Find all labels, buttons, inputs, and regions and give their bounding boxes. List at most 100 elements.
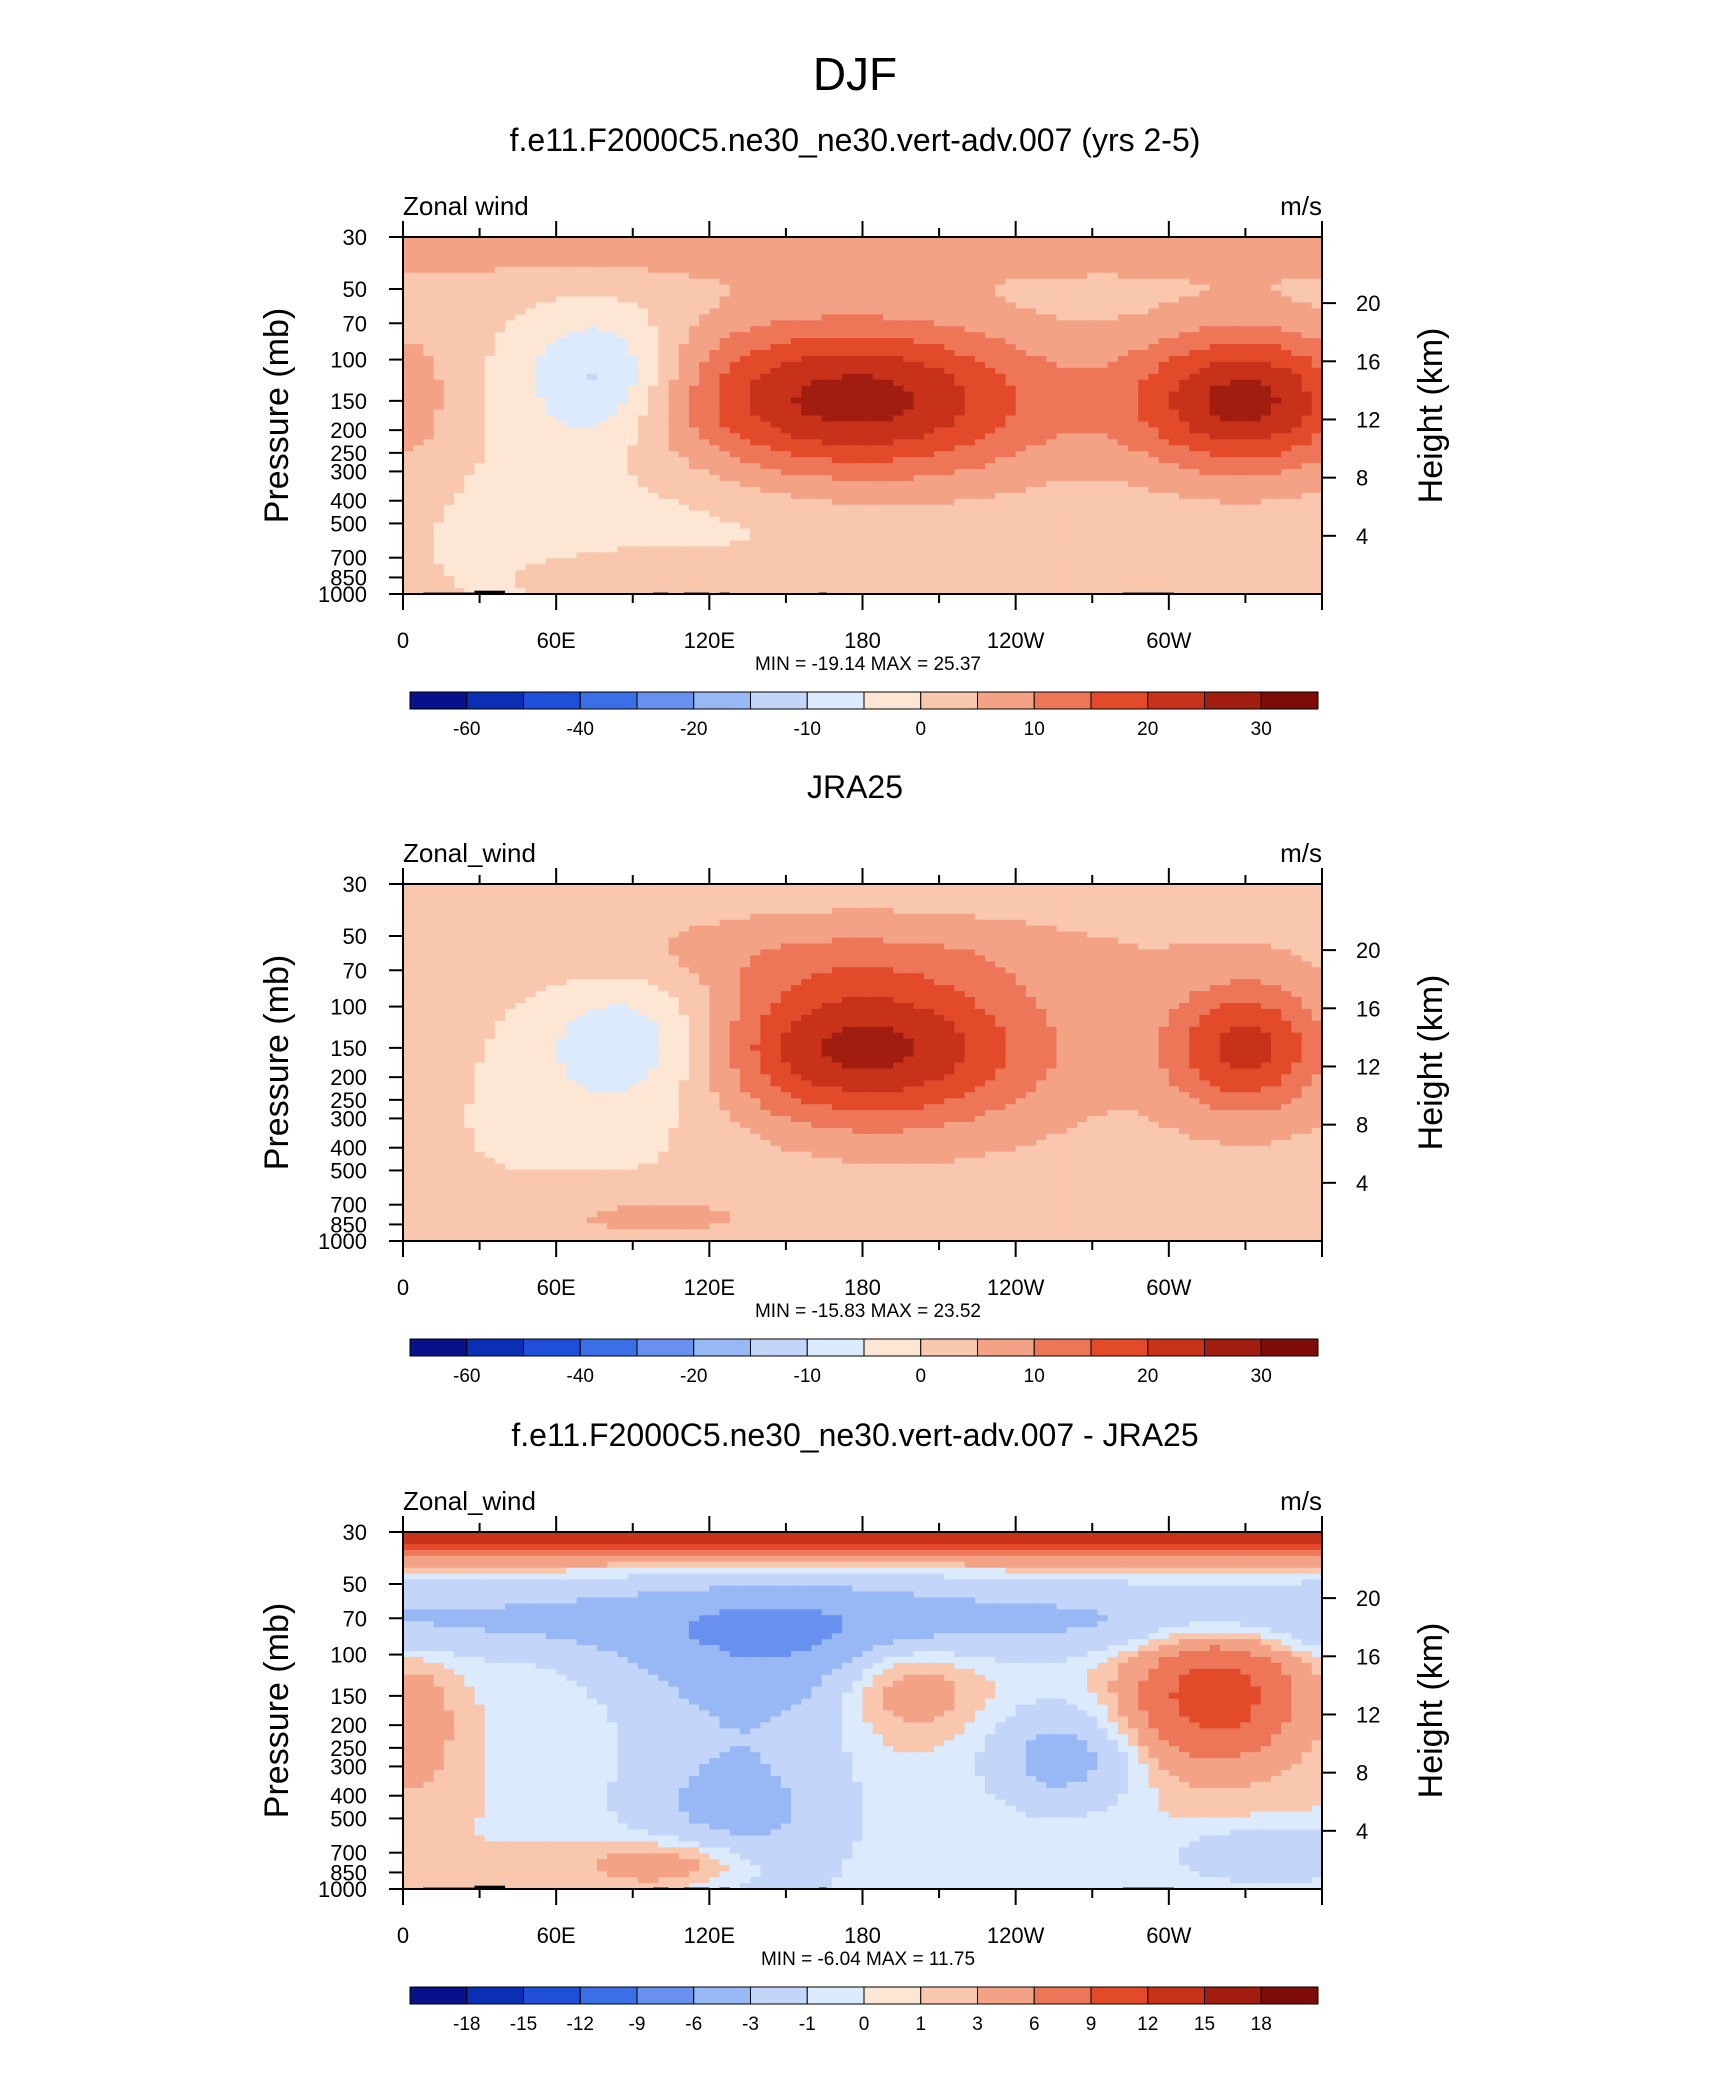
contour-cell: [1291, 475, 1303, 482]
contour-cell: [1199, 344, 1211, 351]
contour-cell: [780, 302, 792, 309]
contour-cell: [688, 344, 700, 351]
contour-cell: [433, 534, 445, 542]
contour-cell: [780, 278, 792, 286]
contour-cell: [1281, 373, 1292, 381]
contour-cell: [566, 546, 578, 553]
contour-cell: [821, 266, 833, 274]
contour-cell: [801, 344, 813, 351]
contour-cell: [1260, 266, 1272, 274]
contour-cell: [1168, 332, 1180, 339]
contour-cell: [658, 254, 670, 262]
contour-cell: [1301, 439, 1313, 446]
contour-cell: [1005, 516, 1017, 524]
contour-cell: [668, 510, 680, 518]
contour-cell: [423, 296, 435, 304]
contour-cell: [811, 564, 823, 571]
contour-cell: [566, 397, 578, 405]
contour-cell: [1199, 373, 1211, 381]
contour-cell: [1056, 397, 1068, 405]
contour-cell: [760, 308, 772, 315]
contour-cell: [433, 492, 445, 500]
contour-cell: [433, 373, 445, 381]
contour-cell: [995, 290, 1007, 298]
contour-cell: [1199, 391, 1211, 399]
contour-cell: [607, 427, 619, 434]
contour-cell: [1046, 344, 1058, 351]
contour-cell: [637, 415, 649, 423]
contour-cell: [556, 546, 567, 553]
contour-cell: [1209, 391, 1221, 399]
contour-cell: [709, 284, 721, 292]
contour-cell: [1036, 361, 1047, 369]
contour-cell: [739, 248, 751, 256]
contour-cell: [627, 409, 639, 417]
contour-cell: [464, 320, 476, 327]
contour-cell: [1189, 272, 1201, 280]
contour-cell: [1219, 403, 1231, 411]
contour-cell: [454, 260, 465, 268]
contour-cell: [1270, 254, 1282, 262]
contour-cell: [831, 361, 843, 369]
contour-cell: [903, 260, 915, 268]
contour-cell: [535, 356, 547, 363]
contour-cell: [617, 326, 629, 333]
contour-cell: [1291, 469, 1303, 476]
contour-cell: [443, 534, 455, 542]
contour-cell: [1219, 278, 1231, 286]
contour-cell: [1025, 308, 1037, 315]
contour-cell: [545, 516, 557, 524]
contour-cell: [1209, 421, 1221, 428]
contour-cell: [627, 486, 639, 494]
contour-cell: [1209, 314, 1221, 321]
contour-cell: [464, 486, 476, 494]
contour-cell: [750, 427, 761, 434]
contour-cell: [964, 433, 976, 440]
contour-cell: [791, 314, 802, 321]
contour-cell: [566, 463, 578, 470]
contour-cell: [433, 391, 445, 399]
contour-cell: [1127, 266, 1139, 274]
contour-cell: [423, 534, 435, 542]
contour-cell: [1046, 504, 1058, 512]
contour-cell: [1148, 427, 1160, 434]
contour-cell: [1158, 439, 1170, 446]
contour-cell: [678, 338, 690, 345]
contour-cell: [913, 433, 925, 440]
contour-cell: [811, 421, 823, 428]
contour-cell: [1087, 558, 1098, 565]
contour-cell: [1076, 475, 1088, 482]
contour-cell: [811, 296, 823, 304]
contour-cell: [709, 314, 721, 321]
contour-cell: [688, 290, 700, 298]
contour-cell: [1219, 266, 1231, 274]
contour-cell: [995, 248, 1007, 256]
contour-cell: [750, 558, 761, 565]
contour-cell: [933, 242, 945, 250]
contour-cell: [1056, 522, 1068, 530]
contour-cell: [648, 492, 659, 500]
contour-cell: [1230, 254, 1241, 262]
contour-cell: [678, 469, 690, 476]
contour-cell: [1066, 248, 1078, 256]
contour-cell: [403, 284, 414, 292]
contour-cell: [709, 451, 721, 458]
contour-cell: [985, 237, 996, 244]
contour-cell: [933, 326, 945, 333]
contour-cell: [525, 552, 537, 559]
contour-cell: [1291, 516, 1303, 524]
contour-cell: [1127, 361, 1139, 369]
contour-cell: [944, 540, 955, 547]
contour-cell: [831, 344, 843, 351]
contour-cell: [1301, 326, 1313, 333]
contour-cell: [494, 356, 506, 363]
contour-cell: [627, 397, 639, 405]
contour-cell: [627, 433, 639, 440]
contour-cell: [1036, 397, 1047, 405]
contour-cell: [944, 254, 955, 262]
contour-cell: [1168, 296, 1180, 304]
contour-cell: [1240, 272, 1252, 280]
contour-cell: [893, 356, 904, 363]
contour-cell: [893, 361, 904, 369]
contour-cell: [985, 558, 996, 565]
